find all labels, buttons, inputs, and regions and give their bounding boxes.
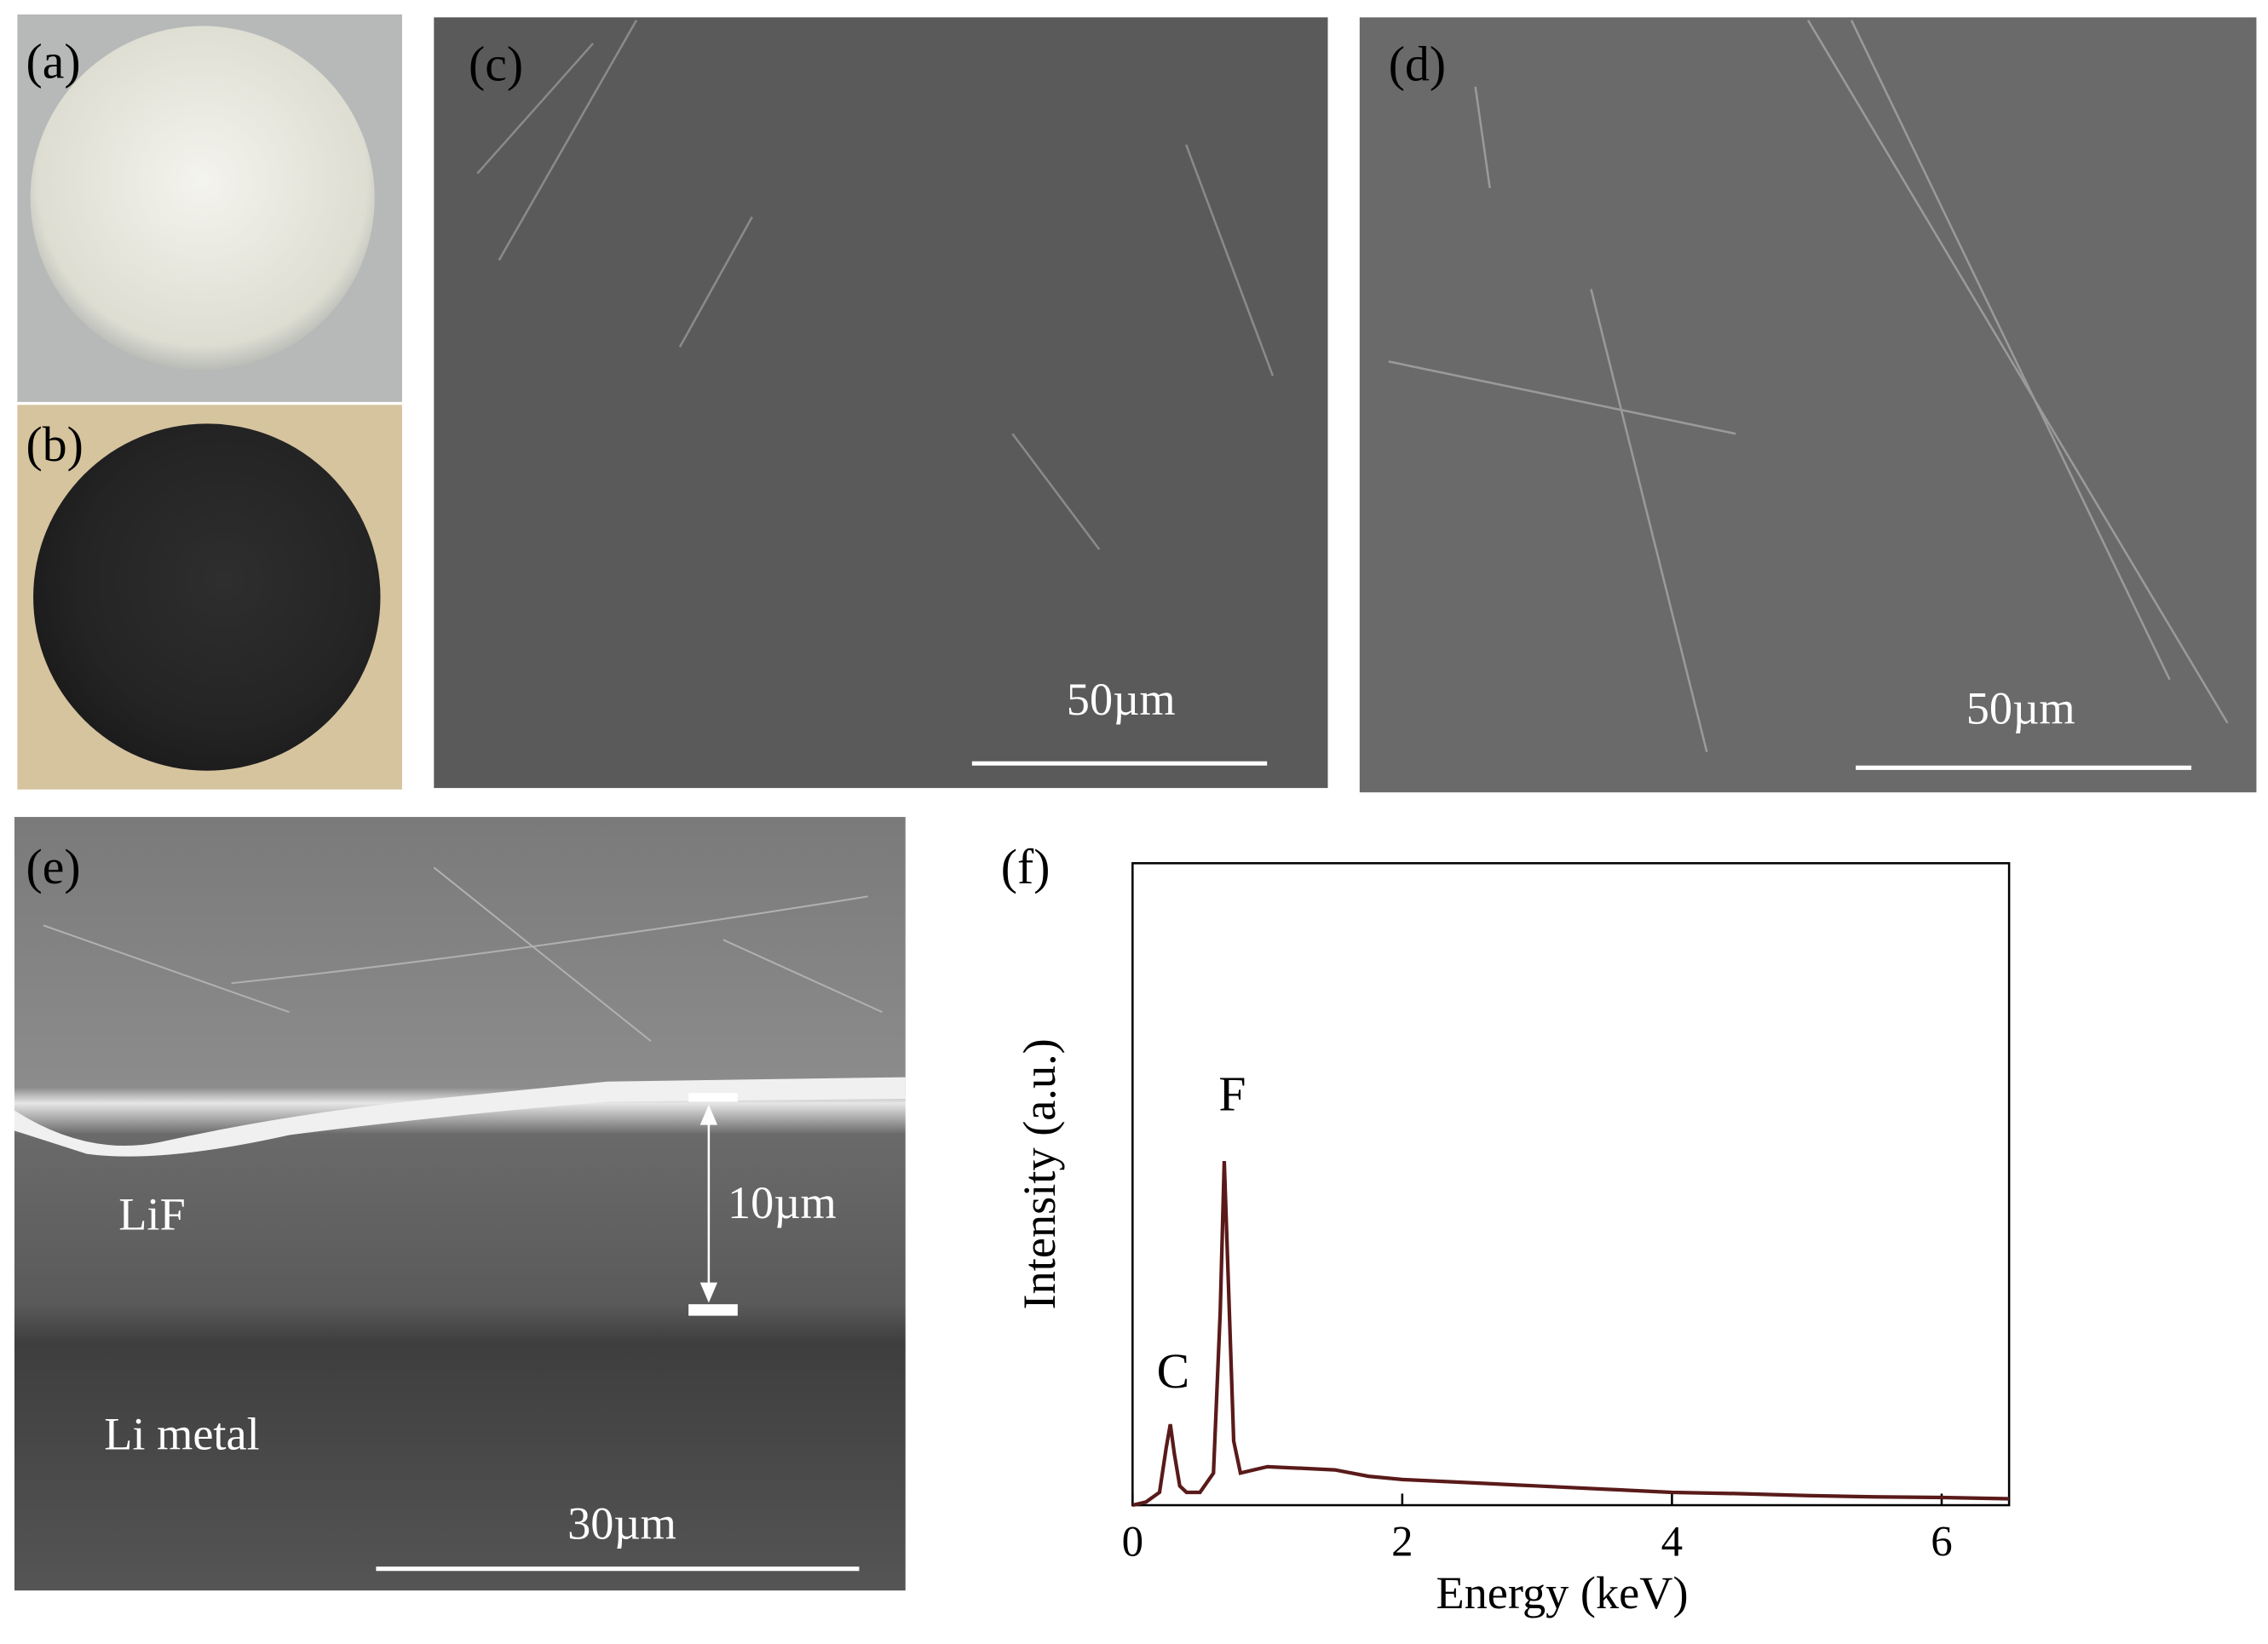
panel-label: (b) [26,418,83,472]
texture [43,866,884,1042]
photo-disc [30,26,375,371]
annotation: Li metal [104,1408,259,1459]
scale-label: 50µm [1067,674,1176,725]
peak-label: F [1218,1067,1246,1121]
x-tick-label: 0 [1122,1518,1143,1566]
thickness-marker [688,1093,738,1316]
interface [14,1077,906,1157]
panel-label: (f) [1001,841,1051,894]
annotation: 10µm [728,1177,837,1228]
peak-label: C [1157,1345,1190,1399]
plot-frame [1131,862,2011,1507]
panel-label: (a) [26,35,81,89]
texture [476,20,1275,550]
x-tick-label: 4 [1661,1518,1683,1566]
sem-image [14,817,906,1591]
y-axis-label: Intensity (a.u.) [1014,1038,1065,1309]
panel-label: (c) [469,38,523,92]
x-tick-label: 2 [1391,1518,1413,1566]
panel-label: (d) [1389,38,1446,92]
scale-label: 30µm [567,1498,676,1549]
spectrum [1131,1161,2010,1508]
panel-label: (e) [26,841,81,894]
annotation: LiF [118,1188,185,1239]
photo-disc [33,423,381,771]
x-axis-label: Energy (keV) [1436,1567,1688,1618]
sem-image [434,17,1328,789]
x-tick-label: 6 [1931,1518,1952,1566]
texture [1388,20,2229,752]
sem-image [1359,17,2257,793]
scale-label: 50µm [1966,682,2075,733]
